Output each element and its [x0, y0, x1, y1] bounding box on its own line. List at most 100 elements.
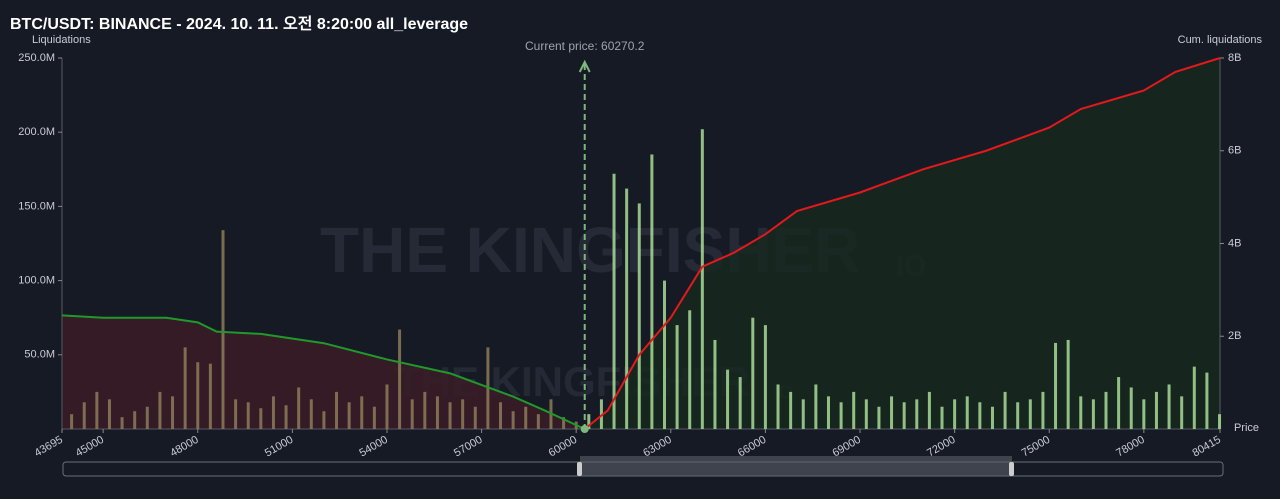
- chart-title: BTC/USDT: BINANCE - 2024. 10. 11. 오전 8:2…: [10, 15, 468, 33]
- y-axis-label: Liquidations: [32, 34, 91, 46]
- bar: [1028, 399, 1032, 429]
- bar: [801, 399, 805, 429]
- bar: [915, 399, 919, 429]
- bar: [347, 402, 351, 429]
- bar: [1129, 387, 1133, 429]
- y2-tick-label: 8B: [1228, 52, 1241, 64]
- bar: [562, 417, 566, 429]
- current-price-label: Current price: 60270.2: [525, 39, 645, 53]
- bar: [221, 230, 225, 429]
- cumulative-area: [584, 58, 1220, 429]
- bar: [1104, 391, 1108, 429]
- y-tick-label: 250.0M: [18, 52, 55, 64]
- bar: [208, 363, 212, 429]
- bar: [978, 402, 982, 429]
- cumulative-line: [584, 57, 1221, 430]
- scroll-window[interactable]: [580, 456, 1012, 476]
- bar: [700, 129, 704, 429]
- bar: [763, 325, 767, 429]
- bar: [1205, 372, 1209, 429]
- y2-axis-label: Cum. liquidations: [1178, 34, 1263, 46]
- bar: [461, 399, 465, 429]
- bar: [1180, 396, 1184, 429]
- bar: [688, 310, 692, 429]
- bar: [953, 399, 957, 429]
- bar: [297, 387, 301, 429]
- cumulative-area: [62, 315, 585, 429]
- y2-tick-label: 4B: [1228, 237, 1241, 249]
- bar: [183, 347, 187, 429]
- bar: [1167, 384, 1171, 429]
- bar: [511, 411, 515, 429]
- bar: [852, 391, 856, 429]
- bar: [1066, 339, 1070, 429]
- bar: [271, 396, 275, 429]
- bar: [259, 408, 263, 429]
- bar: [309, 399, 313, 429]
- bar: [196, 362, 200, 429]
- bar: [738, 377, 742, 429]
- bar: [234, 399, 238, 429]
- bar: [965, 396, 969, 429]
- y-tick-label: 100.0M: [18, 275, 55, 287]
- bar: [1041, 391, 1045, 429]
- bar: [1142, 399, 1146, 429]
- bar: [499, 402, 503, 429]
- bar: [95, 391, 99, 429]
- bar: [70, 414, 74, 429]
- bar: [322, 411, 326, 429]
- bar: [107, 399, 111, 429]
- bar: [410, 399, 414, 429]
- bar: [1054, 342, 1058, 429]
- bar: [675, 325, 679, 429]
- bar: [1154, 391, 1158, 429]
- bar: [398, 329, 402, 429]
- bar: [890, 396, 894, 429]
- bar: [360, 396, 364, 429]
- y2-tick-label: 2B: [1228, 330, 1241, 342]
- bar: [814, 384, 818, 429]
- bar: [82, 402, 86, 429]
- bar: [171, 396, 175, 429]
- cumulative-line: [61, 314, 586, 430]
- bar: [120, 417, 124, 429]
- bar: [587, 414, 591, 429]
- bar: [877, 406, 881, 429]
- bar: [726, 369, 730, 429]
- bar: [1003, 391, 1007, 429]
- y2-tick-label: 6B: [1228, 145, 1241, 157]
- bar: [536, 414, 540, 429]
- bar: [1079, 396, 1083, 429]
- bar: [335, 391, 339, 429]
- bar: [902, 402, 906, 429]
- current-price-arrow: [578, 59, 591, 73]
- x-axis-label: Price: [1234, 422, 1259, 434]
- bar: [1218, 414, 1222, 429]
- y-tick-label: 50.0M: [24, 349, 55, 361]
- bar: [789, 391, 793, 429]
- bar: [612, 173, 616, 429]
- bar: [524, 406, 528, 429]
- scroll-handle[interactable]: [1009, 462, 1014, 476]
- bar: [145, 406, 149, 429]
- bar: [385, 384, 389, 429]
- bar: [158, 391, 162, 429]
- bar: [625, 188, 629, 429]
- bar: [864, 399, 868, 429]
- bar: [1117, 377, 1121, 429]
- bar: [1192, 366, 1196, 429]
- bar: [990, 406, 994, 429]
- scroll-handle[interactable]: [577, 462, 582, 476]
- bar: [448, 402, 452, 429]
- y-tick-label: 150.0M: [18, 200, 55, 212]
- bar: [713, 339, 717, 429]
- bar: [435, 396, 439, 429]
- bar: [751, 317, 755, 429]
- bar: [826, 396, 830, 429]
- bar: [839, 402, 843, 429]
- bar: [284, 405, 288, 429]
- bar: [372, 406, 376, 429]
- bar: [776, 384, 780, 429]
- bar: [662, 280, 666, 429]
